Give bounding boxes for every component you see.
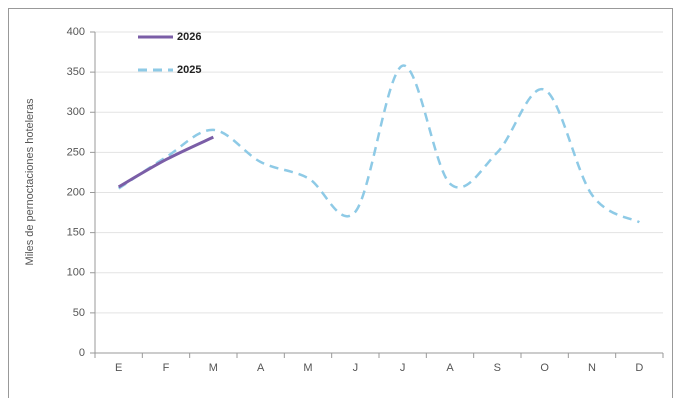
y-axis-label: Miles de pernoctaciones hoteleras xyxy=(24,98,36,265)
y-tick-label: 300 xyxy=(67,106,85,118)
x-tick-label: S xyxy=(494,362,501,374)
line-series xyxy=(117,64,640,224)
x-tick-label: M xyxy=(303,362,312,374)
y-tick-label: 0 xyxy=(79,347,85,359)
x-tick-label: E xyxy=(115,362,122,374)
y-tick-label: 200 xyxy=(67,186,85,198)
x-tick-label: A xyxy=(257,362,265,374)
x-tick-label: J xyxy=(353,362,359,374)
line-series xyxy=(117,135,214,189)
x-tick-label: N xyxy=(588,362,596,374)
y-tick-label: 350 xyxy=(67,66,85,78)
x-tick-label: O xyxy=(540,362,549,374)
x-tick-label: J xyxy=(400,362,406,374)
legend-label: 2025 xyxy=(177,64,201,76)
y-tick-label: 250 xyxy=(67,146,85,158)
x-tick-label: A xyxy=(446,362,454,374)
y-tick-label: 150 xyxy=(67,227,85,239)
y-tick-label: 400 xyxy=(67,26,85,38)
y-tick-label: 50 xyxy=(73,307,85,319)
y-tick-label: 100 xyxy=(67,267,85,279)
x-tick-label: M xyxy=(209,362,218,374)
x-tick-label: D xyxy=(635,362,643,374)
legend-label: 2026 xyxy=(177,31,201,43)
frame xyxy=(8,8,673,398)
x-tick-label: F xyxy=(163,362,170,374)
